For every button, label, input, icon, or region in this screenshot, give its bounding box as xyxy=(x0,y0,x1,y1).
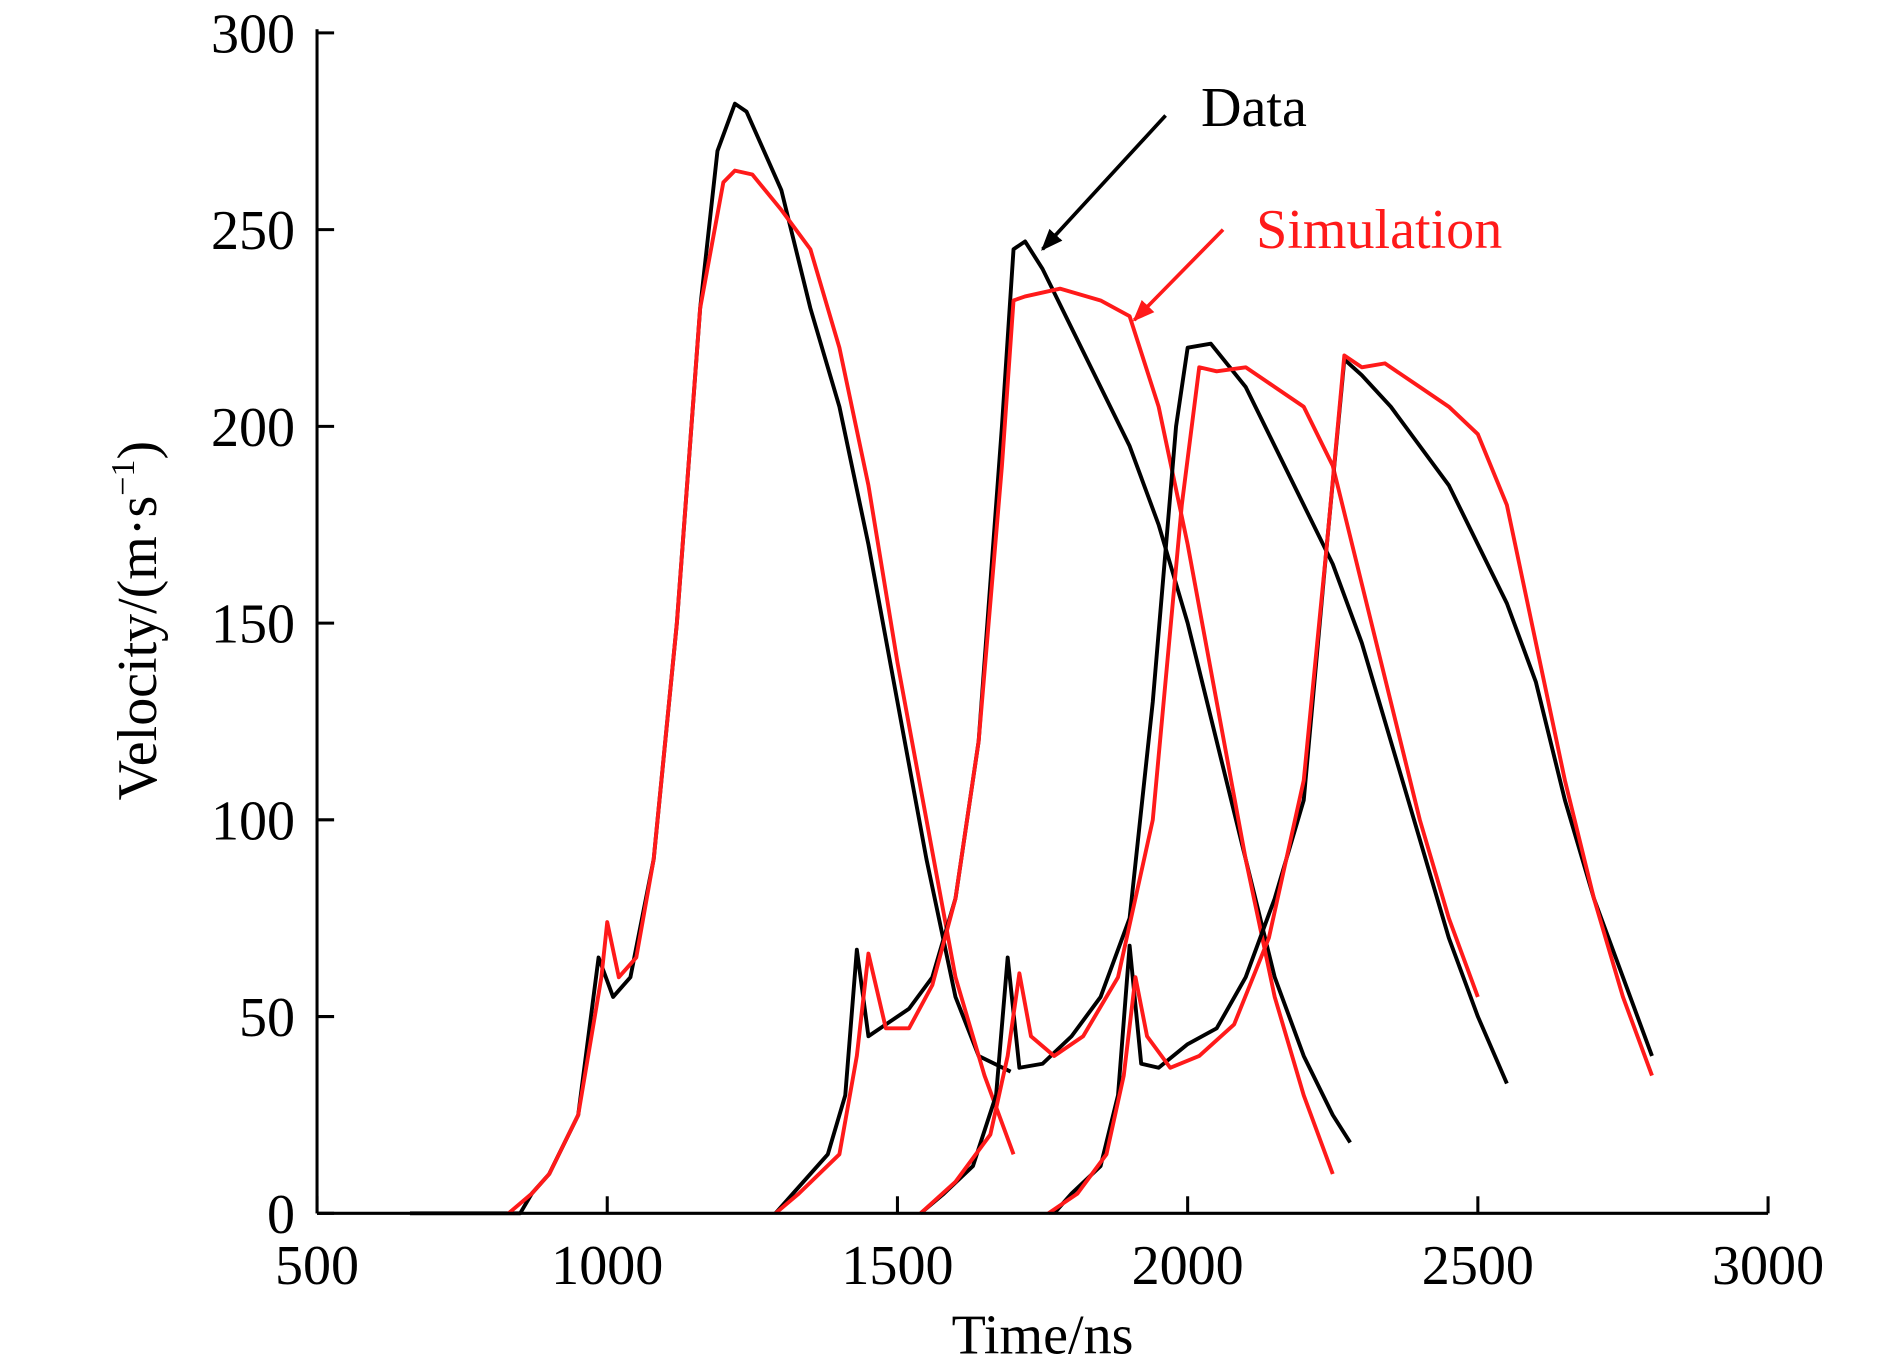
x-tick-label: 500 xyxy=(275,1235,359,1297)
annotation-layer: Data Simulation xyxy=(1041,77,1502,322)
annotation-label-simulation: Simulation xyxy=(1256,199,1502,261)
y-tick-label: 50 xyxy=(239,987,295,1049)
x-tick-label: 1000 xyxy=(551,1235,663,1297)
y-axis-label-main: Velocity/(m·s xyxy=(107,496,169,801)
x-tick-label: 3000 xyxy=(1712,1235,1824,1297)
y-tick-label: 200 xyxy=(211,397,295,459)
y-tick-label: 0 xyxy=(267,1184,295,1246)
y-axis-label-sup: −1 xyxy=(105,460,142,496)
annotation-arrow-data xyxy=(1041,114,1167,251)
tick-layer: 500 1000 1500 2000 2500 3000 0 50 100 150 200 250 30… xyxy=(211,3,1824,1297)
y-tick-label: 300 xyxy=(211,3,295,65)
y-tick-label: 100 xyxy=(211,790,295,852)
y-axis-label-close: ) xyxy=(107,441,169,460)
x-tick-label: 2500 xyxy=(1422,1235,1534,1297)
series-simulation-4 xyxy=(1047,353,1654,1215)
y-axis-label: Velocity/(m·s−1) xyxy=(105,441,169,801)
series-simulation-2 xyxy=(774,286,1335,1215)
series-simulation-3 xyxy=(919,365,1480,1215)
series-data-1 xyxy=(409,101,1012,1216)
series-layer xyxy=(409,101,1654,1216)
series-simulation-1 xyxy=(507,168,1016,1215)
x-tick-label: 1500 xyxy=(841,1235,953,1297)
x-tick-label: 2000 xyxy=(1132,1235,1244,1297)
series-data-3 xyxy=(919,341,1509,1215)
annotation-label-data: Data xyxy=(1201,77,1307,139)
series-data-2 xyxy=(774,239,1352,1215)
annotation-arrow-simulation xyxy=(1132,228,1225,322)
y-tick-label: 250 xyxy=(211,200,295,262)
x-axis-label: Time/ns xyxy=(952,1304,1134,1363)
y-tick-label: 150 xyxy=(211,594,295,656)
